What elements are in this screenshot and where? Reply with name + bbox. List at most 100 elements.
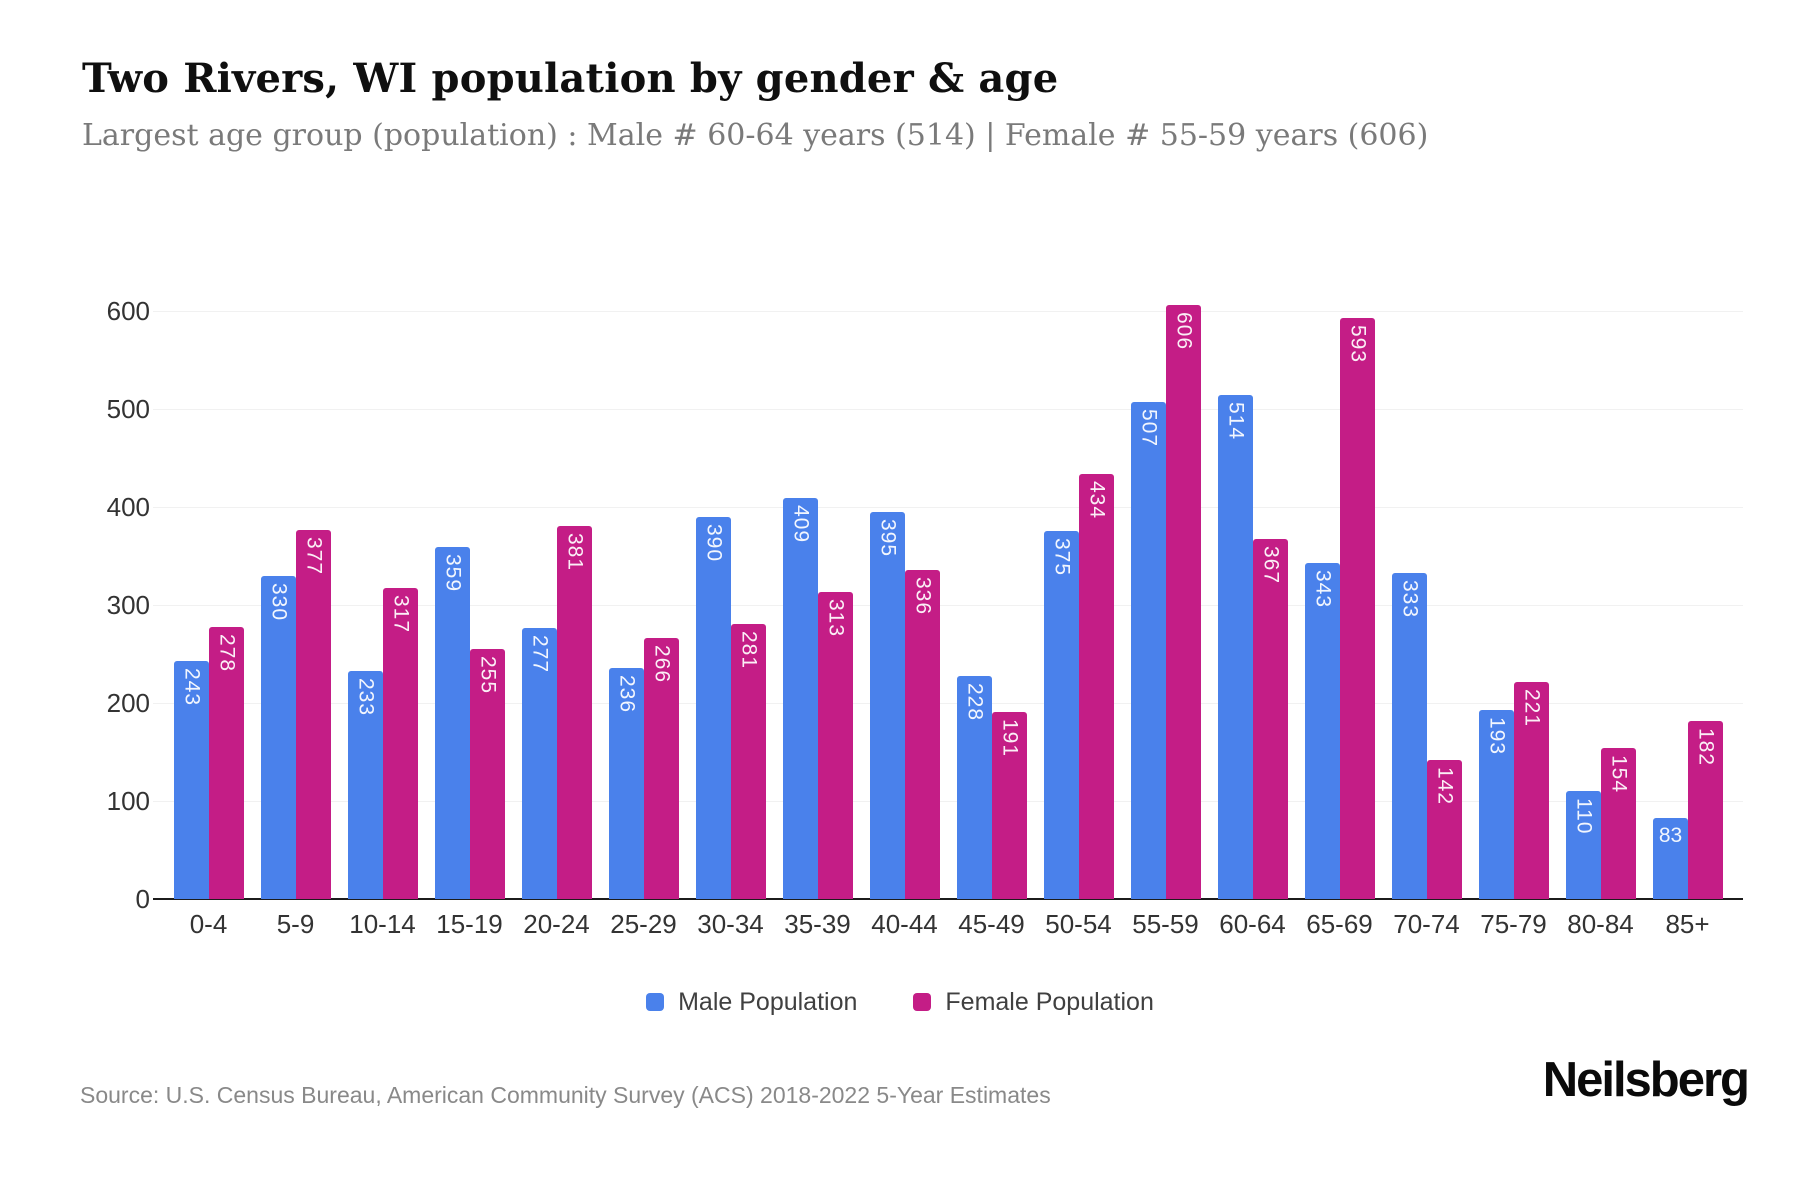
bar-value-label: 154 [1607, 755, 1631, 794]
bar-value-label: 593 [1346, 325, 1370, 364]
bar-value-label: 277 [528, 635, 552, 674]
x-tick-label-35-39: 35-39 [784, 909, 851, 939]
male-bar-25-29[interactable]: 236 [609, 668, 644, 899]
x-tick-label-85+: 85+ [1665, 909, 1710, 939]
female-bar-45-49[interactable]: 191 [992, 712, 1027, 899]
bar-value-label: 221 [1520, 689, 1544, 728]
bar-value-label: 395 [876, 519, 900, 558]
neilsberg-logo[interactable]: Neilsberg [1542, 1053, 1750, 1107]
bar-value-label: 367 [1259, 546, 1283, 585]
x-tick-label-10-14: 10-14 [349, 909, 416, 939]
female-bar-20-24[interactable]: 381 [557, 526, 592, 899]
bar-value-label: 375 [1050, 538, 1074, 577]
bar-value-label: 281 [737, 631, 761, 670]
female-bar-50-54[interactable]: 434 [1079, 474, 1114, 899]
gridline [153, 703, 1743, 704]
male-bar-0-4[interactable]: 243 [174, 661, 209, 899]
bar-value-label: 110 [1572, 798, 1596, 835]
bar-value-label: 343 [1311, 570, 1335, 609]
x-tick-label-75-79: 75-79 [1480, 909, 1547, 939]
gridline [153, 311, 1743, 312]
male-bar-10-14[interactable]: 233 [348, 671, 383, 899]
x-tick-label-15-19: 15-19 [436, 909, 503, 939]
bar-value-label: 381 [563, 533, 587, 572]
bar-value-label: 278 [215, 634, 239, 673]
legend-item-female[interactable]: Female Population [913, 987, 1154, 1017]
bar-value-label: 255 [476, 656, 500, 695]
legend-label-female: Female Population [945, 987, 1154, 1016]
male-bar-15-19[interactable]: 359 [435, 547, 470, 899]
female-bar-60-64[interactable]: 367 [1253, 539, 1288, 899]
y-tick-label: 500 [106, 394, 150, 424]
bar-value-label: 313 [824, 599, 848, 638]
bar-value-label: 409 [789, 505, 813, 544]
male-bar-55-59[interactable]: 507 [1131, 402, 1166, 899]
y-tick-label: 300 [106, 590, 150, 620]
male-bar-75-79[interactable]: 193 [1479, 710, 1514, 899]
female-bar-55-59[interactable]: 606 [1166, 305, 1201, 899]
female-bar-65-69[interactable]: 593 [1340, 318, 1375, 899]
x-axis-line [153, 898, 1743, 900]
x-tick-label-80-84: 80-84 [1567, 909, 1634, 939]
female-bar-25-29[interactable]: 266 [644, 638, 679, 899]
x-tick-label-0-4: 0-4 [189, 909, 228, 939]
page-title: Two Rivers, WI population by gender & ag… [82, 55, 1059, 102]
male-bar-20-24[interactable]: 277 [522, 628, 557, 899]
bar-value-label: 330 [267, 583, 291, 622]
x-tick-label-50-54: 50-54 [1045, 909, 1112, 939]
male-bar-35-39[interactable]: 409 [783, 498, 818, 899]
male-bar-60-64[interactable]: 514 [1218, 395, 1253, 899]
legend-label-male: Male Population [678, 987, 858, 1016]
female-bar-40-44[interactable]: 336 [905, 570, 940, 899]
x-tick-label-20-24: 20-24 [523, 909, 590, 939]
female-bar-85+[interactable]: 182 [1688, 721, 1723, 899]
bar-value-label: 434 [1085, 481, 1109, 520]
female-bar-70-74[interactable]: 142 [1427, 760, 1462, 899]
female-bar-0-4[interactable]: 278 [209, 627, 244, 899]
male-bar-30-34[interactable]: 390 [696, 517, 731, 899]
male-bar-5-9[interactable]: 330 [261, 576, 296, 899]
x-tick-label-45-49: 45-49 [958, 909, 1025, 939]
x-tick-label-40-44: 40-44 [871, 909, 938, 939]
x-tick-label-25-29: 25-29 [610, 909, 677, 939]
female-bar-10-14[interactable]: 317 [383, 588, 418, 899]
female-legend-swatch-icon [913, 993, 932, 1011]
bar-value-label: 83 [1658, 824, 1683, 847]
female-bar-15-19[interactable]: 255 [470, 649, 505, 899]
male-bar-80-84[interactable]: 110 [1566, 791, 1601, 899]
female-bar-80-84[interactable]: 154 [1601, 748, 1636, 899]
male-bar-50-54[interactable]: 375 [1044, 531, 1079, 899]
bar-value-label: 333 [1398, 580, 1422, 619]
bar-value-label: 359 [441, 554, 465, 593]
male-bar-70-74[interactable]: 333 [1392, 573, 1427, 899]
male-bar-85+[interactable]: 83 [1653, 818, 1688, 899]
x-tick-label-30-34: 30-34 [697, 909, 764, 939]
legend-item-male[interactable]: Male Population [646, 988, 857, 1017]
legend: Male Population Female Population [0, 982, 1800, 1022]
male-bar-65-69[interactable]: 343 [1305, 563, 1340, 899]
male-bar-40-44[interactable]: 395 [870, 512, 905, 899]
source-attribution: Source: U.S. Census Bureau, American Com… [80, 1082, 1051, 1108]
bar-value-label: 142 [1433, 767, 1457, 806]
bar-value-label: 507 [1137, 409, 1161, 448]
female-bar-30-34[interactable]: 281 [731, 624, 766, 899]
x-tick-label-5-9: 5-9 [276, 909, 315, 939]
x-tick-label-55-59: 55-59 [1132, 909, 1199, 939]
gridline [153, 605, 1743, 606]
y-tick-label: 600 [106, 296, 150, 326]
page-subtitle: Largest age group (population) : Male # … [82, 118, 1429, 153]
bar-value-label: 390 [702, 524, 726, 563]
y-tick-label: 100 [106, 786, 150, 816]
bar-value-label: 606 [1172, 312, 1196, 351]
bar-value-label: 266 [650, 645, 674, 684]
y-tick-label: 0 [135, 884, 150, 914]
female-bar-35-39[interactable]: 313 [818, 592, 853, 899]
y-tick-label: 400 [106, 492, 150, 522]
bar-value-label: 228 [963, 683, 987, 722]
female-bar-75-79[interactable]: 221 [1514, 682, 1549, 899]
x-tick-label-65-69: 65-69 [1306, 909, 1373, 939]
female-bar-5-9[interactable]: 377 [296, 530, 331, 899]
gridline [153, 801, 1743, 802]
male-bar-45-49[interactable]: 228 [957, 676, 992, 899]
